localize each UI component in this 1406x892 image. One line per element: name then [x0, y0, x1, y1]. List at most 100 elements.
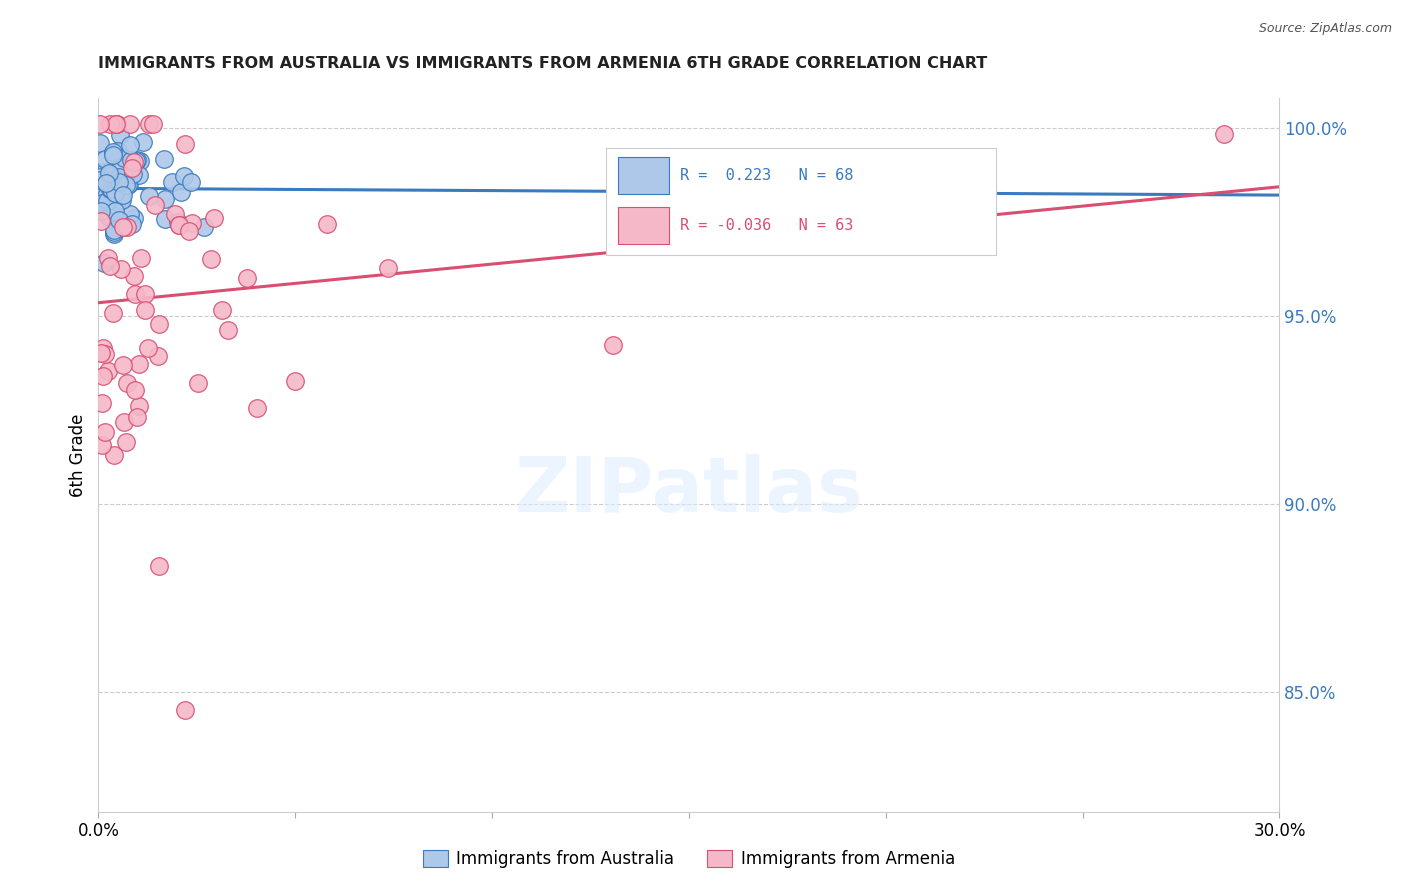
Point	[122, 155, 145, 169]
Point	[89, 190, 111, 204]
Point	[96, 251, 118, 265]
Point	[100, 182, 122, 196]
Point	[138, 189, 160, 203]
Text: R = -0.036   N = 63: R = -0.036 N = 63	[681, 219, 853, 233]
Point	[174, 703, 197, 717]
Point	[115, 220, 138, 235]
Point	[160, 175, 183, 189]
Point	[105, 117, 128, 131]
Point	[94, 346, 117, 360]
Point	[90, 214, 112, 228]
Point	[96, 166, 118, 180]
Point	[179, 224, 201, 238]
Point	[128, 399, 150, 413]
Point	[236, 271, 259, 285]
Point	[120, 138, 142, 153]
Bar	[619, 207, 669, 244]
Point	[128, 168, 150, 182]
Point	[118, 207, 141, 221]
Point	[602, 338, 624, 352]
Point	[89, 136, 111, 150]
Point	[134, 287, 156, 301]
Point	[94, 176, 117, 190]
Point	[91, 196, 114, 211]
Point	[148, 558, 170, 573]
Point	[315, 218, 337, 232]
Point	[89, 173, 111, 187]
Legend: Immigrants from Australia, Immigrants from Armenia: Immigrants from Australia, Immigrants fr…	[416, 843, 962, 875]
Point	[89, 169, 111, 184]
Point	[153, 211, 176, 226]
Point	[94, 165, 117, 179]
Point	[111, 220, 134, 235]
Point	[90, 346, 112, 360]
Point	[1213, 127, 1236, 141]
Bar	[619, 157, 669, 194]
Point	[117, 178, 139, 192]
Point	[101, 306, 124, 320]
Point	[96, 194, 118, 208]
Point	[173, 137, 195, 152]
Point	[122, 269, 145, 284]
Point	[104, 186, 127, 201]
Point	[122, 211, 145, 225]
Point	[127, 410, 149, 425]
Point	[97, 193, 120, 207]
Point	[131, 251, 153, 265]
Point	[103, 227, 125, 241]
Point	[152, 152, 174, 166]
Point	[124, 383, 146, 397]
Point	[112, 358, 135, 372]
Point	[100, 260, 122, 274]
Point	[217, 323, 239, 337]
Point	[129, 154, 152, 169]
Point	[108, 212, 131, 227]
Point	[101, 145, 124, 159]
Point	[110, 172, 132, 186]
Point	[204, 211, 226, 226]
Point	[94, 425, 117, 440]
Point	[104, 198, 127, 212]
Point	[121, 217, 143, 231]
Point	[105, 187, 128, 202]
Text: R =  0.223   N = 68: R = 0.223 N = 68	[681, 168, 853, 183]
Point	[193, 219, 215, 234]
Point	[91, 369, 114, 384]
Point	[118, 177, 141, 191]
Point	[112, 188, 135, 202]
Point	[115, 434, 138, 449]
Point	[125, 153, 148, 167]
Point	[187, 376, 209, 391]
Text: ZIPatlas: ZIPatlas	[515, 454, 863, 527]
Point	[136, 342, 159, 356]
Point	[108, 170, 131, 185]
Point	[93, 255, 115, 269]
Point	[105, 178, 128, 193]
Point	[121, 161, 143, 175]
Point	[105, 117, 128, 131]
Point	[100, 209, 122, 223]
Point	[100, 183, 122, 197]
Point	[132, 135, 155, 149]
Point	[181, 216, 204, 230]
Point	[180, 175, 202, 189]
Point	[91, 342, 114, 356]
Point	[111, 193, 134, 207]
Point	[120, 153, 142, 167]
Text: Source: ZipAtlas.com: Source: ZipAtlas.com	[1258, 22, 1392, 36]
Point	[90, 396, 112, 410]
Point	[103, 223, 125, 237]
Point	[89, 117, 111, 131]
Text: IMMIGRANTS FROM AUSTRALIA VS IMMIGRANTS FROM ARMENIA 6TH GRADE CORRELATION CHART: IMMIGRANTS FROM AUSTRALIA VS IMMIGRANTS …	[98, 56, 987, 71]
Point	[211, 302, 233, 317]
Point	[170, 186, 193, 200]
Point	[103, 226, 125, 240]
Point	[112, 151, 135, 165]
Point	[153, 192, 176, 206]
Point	[122, 168, 145, 182]
Point	[167, 214, 190, 228]
Point	[112, 415, 135, 429]
Point	[90, 203, 112, 218]
Point	[107, 161, 129, 175]
Point	[142, 117, 165, 131]
